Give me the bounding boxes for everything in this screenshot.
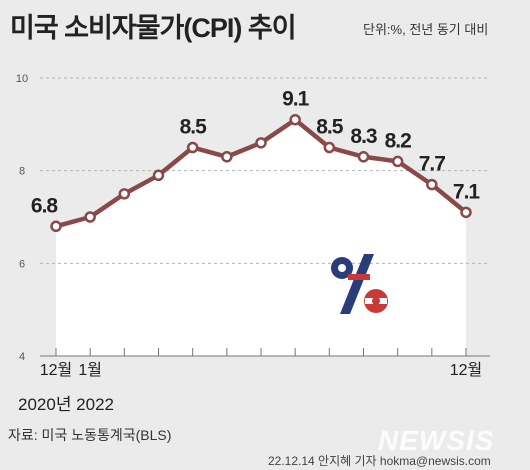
- credit-line: 22.12.14 안지혜 기자 hokma@newsis.com: [268, 454, 491, 468]
- data-label: 8.5: [316, 116, 344, 139]
- data-point: [186, 141, 199, 154]
- y-tick-label: 4: [19, 351, 25, 363]
- percent-flag-icon: [331, 254, 388, 314]
- data-point: [323, 141, 336, 154]
- x-tick-label: 1월: [78, 361, 102, 379]
- unit-note: 단위:%, 전년 동기 대비: [363, 22, 489, 37]
- y-tick-label: 8: [19, 166, 25, 178]
- data-point: [357, 151, 370, 163]
- data-point: [391, 155, 404, 168]
- data-point: [289, 113, 301, 126]
- data-label: 8.2: [385, 129, 412, 152]
- data-label: 9.1: [282, 88, 310, 111]
- data-point: [50, 220, 62, 233]
- x-tick-label: 12월: [450, 361, 483, 379]
- data-label: 7.1: [453, 180, 481, 203]
- data-point: [426, 178, 438, 191]
- x-tick-label: 12월: [40, 361, 73, 379]
- y-tick-label: 6: [19, 258, 25, 270]
- data-point: [152, 169, 165, 182]
- data-label: 8.5: [180, 116, 208, 139]
- data-point: [118, 188, 131, 200]
- period-label: 2020년 2022: [18, 395, 114, 414]
- data-label: 6.8: [31, 194, 59, 217]
- newsis-logo: NEWSIS: [378, 425, 495, 456]
- data-point: [460, 206, 472, 219]
- data-label: 8.3: [350, 125, 377, 148]
- data-point: [255, 137, 267, 149]
- source-note: 자료: 미국 노동통계국(BLS): [8, 427, 172, 443]
- data-point: [84, 211, 96, 223]
- page-title: 미국 소비자물가(CPI) 추이: [10, 13, 297, 43]
- data-label: 7.7: [419, 153, 446, 176]
- data-point: [221, 151, 233, 163]
- y-tick-label: 10: [16, 73, 28, 85]
- area-fill: [56, 119, 466, 356]
